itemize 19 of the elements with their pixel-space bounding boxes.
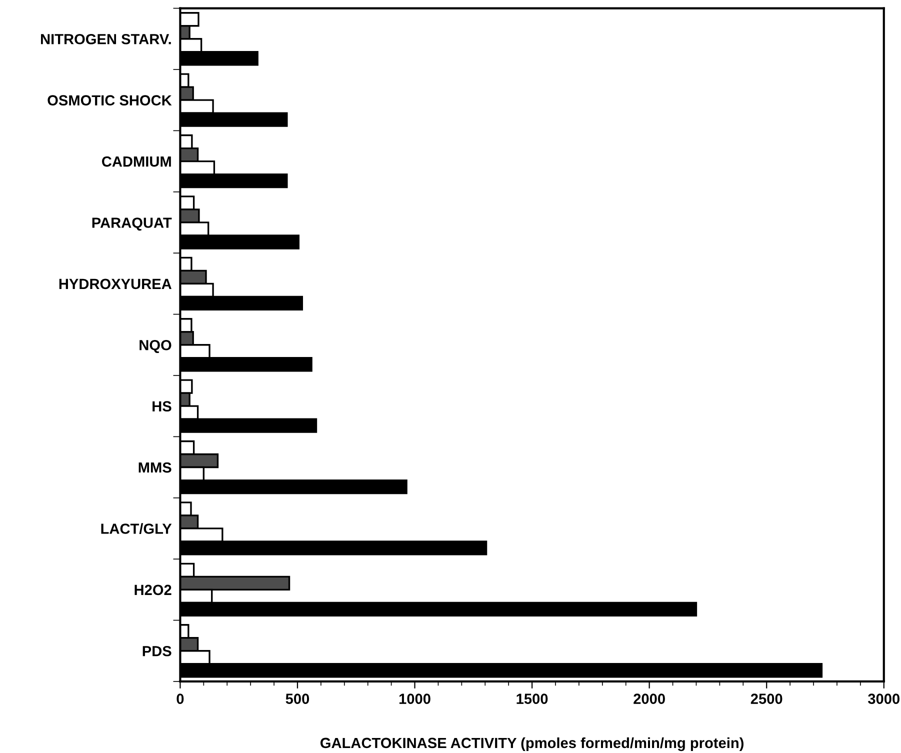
x-tick-label: 2500 bbox=[750, 694, 782, 704]
y-tick-label: NITROGEN STARV. bbox=[41, 34, 171, 44]
y-tick-label: PARAQUAT bbox=[92, 218, 172, 231]
x-axis-title: GALACTOKINASE ACTIVITY (pmoles formed/min/mg protein) bbox=[320, 737, 744, 752]
y-tick-label: LACT/GLY bbox=[101, 523, 172, 534]
x-tick-label: 0 bbox=[176, 694, 184, 704]
y-tick-label: OSMOTIC SHOCK bbox=[48, 95, 172, 106]
x-tick-label: 1000 bbox=[399, 694, 430, 704]
x-tick-label: 2000 bbox=[634, 694, 665, 704]
x-tick-label: 3000 bbox=[868, 694, 900, 704]
y-tick-label: NQO bbox=[140, 340, 172, 354]
y-tick-label: HS bbox=[152, 401, 172, 412]
x-tick-label: 500 bbox=[286, 694, 310, 704]
y-tick-label: CADMIUM bbox=[102, 156, 171, 167]
y-tick-label: HYDROXYUREA bbox=[59, 278, 172, 290]
x-tick-label: 1500 bbox=[516, 694, 548, 704]
y-tick-label: H2O2 bbox=[134, 584, 172, 596]
y-tick-label: PDS bbox=[142, 646, 172, 656]
y-tick-label: MMS bbox=[138, 462, 172, 473]
